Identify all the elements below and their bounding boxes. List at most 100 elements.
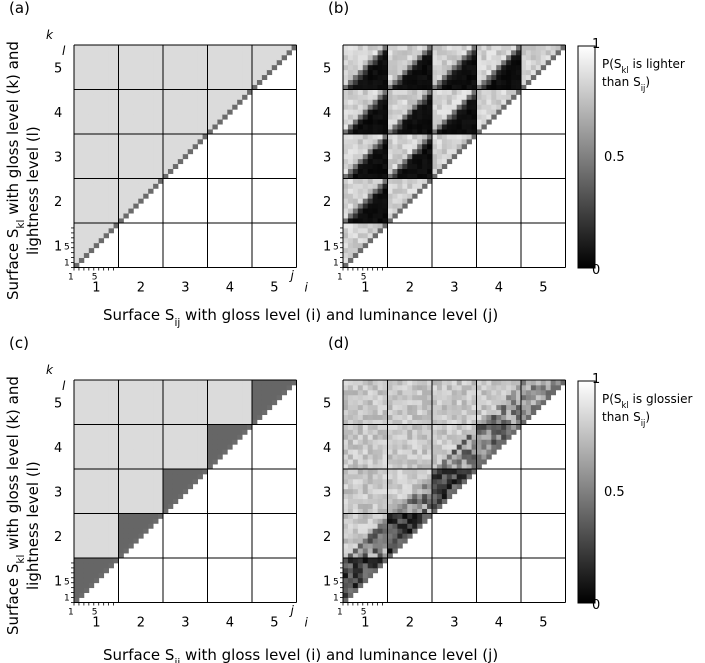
heatmap-cell xyxy=(377,213,383,219)
heatmap-cell xyxy=(372,394,379,401)
heatmap-cell xyxy=(143,478,149,485)
heatmap-cell xyxy=(212,434,218,440)
heatmap-cell xyxy=(476,114,482,120)
heatmap-cell xyxy=(98,553,105,559)
heatmap-cell xyxy=(138,384,144,391)
heatmap-cell xyxy=(352,79,359,85)
heatmap-cell xyxy=(167,129,174,135)
heatmap-cell xyxy=(113,409,119,416)
heatmap-cell xyxy=(98,208,105,214)
heatmap-cell xyxy=(98,558,105,564)
heatmap-cell xyxy=(347,223,354,229)
heatmap-cell xyxy=(113,434,119,440)
heatmap-cell xyxy=(118,419,124,425)
heatmap-cell xyxy=(506,54,512,61)
heatmap-cell xyxy=(407,429,413,435)
heatmap-cell xyxy=(372,104,379,110)
heatmap-cell xyxy=(357,478,364,485)
heatmap-cell xyxy=(343,232,349,239)
heatmap-cell xyxy=(362,114,369,120)
heatmap-cell xyxy=(108,469,114,475)
heatmap-cell xyxy=(461,389,468,396)
heatmap-cell xyxy=(461,94,468,100)
heatmap-cell xyxy=(78,79,85,85)
heatmap-cell xyxy=(192,138,199,145)
heatmap-cell xyxy=(357,380,364,386)
heatmap-cell xyxy=(98,173,105,179)
heatmap-cell xyxy=(93,89,100,95)
heatmap-cell xyxy=(417,429,423,435)
heatmap-cell xyxy=(177,454,184,460)
heatmap-cell xyxy=(103,198,110,204)
heatmap-cell xyxy=(367,198,374,204)
heatmap-cell xyxy=(451,399,458,406)
heatmap-cell xyxy=(372,74,379,81)
heatmap-cell xyxy=(387,508,393,514)
heatmap-cell xyxy=(427,138,433,145)
heatmap-cell xyxy=(367,548,374,554)
heatmap-cell xyxy=(407,59,413,66)
heatmap-cell xyxy=(78,232,85,239)
heatmap-cell xyxy=(407,523,413,529)
heatmap-cell xyxy=(182,444,189,450)
heatmap-cell xyxy=(486,409,492,416)
heatmap-cell xyxy=(128,508,134,514)
heatmap-cell xyxy=(123,469,129,475)
heatmap-cell xyxy=(207,45,213,51)
heatmap-cell xyxy=(74,444,80,450)
heatmap-cell xyxy=(93,473,100,480)
heatmap-cell xyxy=(113,134,119,140)
heatmap-cell xyxy=(83,114,90,120)
heatmap-cell xyxy=(247,424,253,430)
heatmap-cell xyxy=(476,49,482,56)
heatmap-cell xyxy=(252,414,258,420)
heatmap-cell xyxy=(74,188,80,194)
heatmap-cell xyxy=(128,163,134,170)
heatmap-cell xyxy=(441,384,448,391)
colorbar-tick-top: 1 xyxy=(592,37,600,52)
heatmap-cell xyxy=(83,538,90,544)
heatmap-cell xyxy=(343,558,349,564)
heatmap-cell xyxy=(446,114,453,120)
heatmap-cell xyxy=(192,54,199,61)
heatmap-cell xyxy=(163,129,169,135)
heatmap-cell xyxy=(357,577,364,584)
heatmap-cell xyxy=(123,183,129,189)
heatmap-cell xyxy=(78,74,85,81)
heatmap-cell xyxy=(417,188,423,194)
heatmap-cell xyxy=(343,513,349,519)
heatmap-cell xyxy=(78,59,85,66)
heatmap-cell xyxy=(143,503,149,509)
heatmap-cell xyxy=(466,464,472,470)
heatmap-cell xyxy=(78,84,85,90)
heatmap-cell xyxy=(432,138,438,145)
heatmap-cell xyxy=(143,513,149,519)
heatmap-cell xyxy=(113,59,119,66)
heatmap-cell xyxy=(83,89,90,95)
heatmap-cell xyxy=(74,473,80,480)
heatmap-cell xyxy=(412,119,418,125)
heatmap-cell xyxy=(182,454,189,460)
heatmap-cell xyxy=(153,419,159,425)
heatmap-cell xyxy=(281,54,288,61)
heatmap-cell xyxy=(177,138,184,145)
heatmap-cell xyxy=(347,64,354,71)
heatmap-cell xyxy=(397,208,403,214)
heatmap-cell xyxy=(387,84,393,90)
heatmap-cell xyxy=(93,237,100,244)
heatmap-cell xyxy=(93,143,100,150)
heatmap-cell xyxy=(506,424,512,430)
heatmap-cell xyxy=(367,74,374,81)
heatmap-cell xyxy=(123,89,129,95)
heatmap-cell xyxy=(357,213,364,219)
heatmap-cell xyxy=(392,173,398,179)
heatmap-cell xyxy=(138,134,144,140)
heatmap-cell xyxy=(212,69,218,76)
x-tick-label: 5 xyxy=(539,281,547,296)
heatmap-cell xyxy=(123,143,129,150)
heatmap-cell xyxy=(192,69,199,76)
heatmap-cell xyxy=(74,439,80,445)
heatmap-cell xyxy=(372,163,379,170)
heatmap-cell xyxy=(74,548,80,554)
heatmap-cell xyxy=(158,498,164,505)
